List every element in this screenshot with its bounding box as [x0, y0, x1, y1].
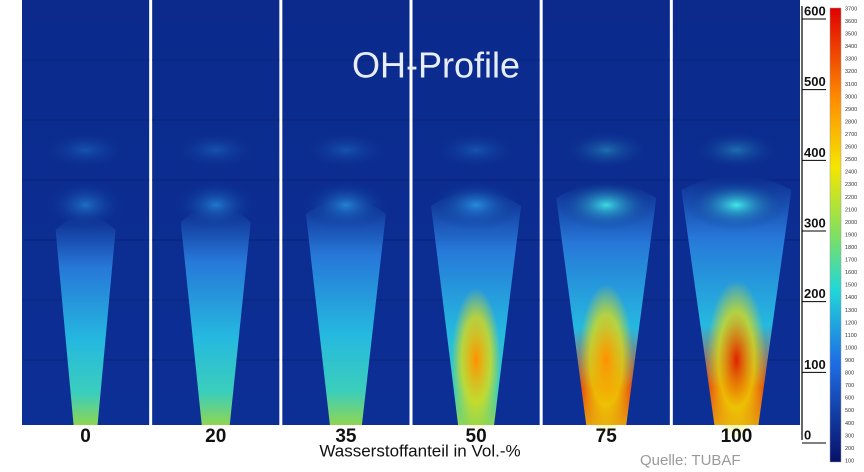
colorbar-tick-label: 3200 — [845, 69, 857, 75]
oh-cloud — [558, 180, 655, 230]
oh-cloud — [691, 130, 782, 170]
colorbar-tick-label: 1600 — [845, 270, 857, 276]
colorbar-tick-label: 900 — [845, 358, 854, 364]
flame — [305, 199, 386, 425]
colorbar-tick-label: 3100 — [845, 82, 857, 88]
flame-core — [706, 280, 767, 440]
panel-label: 35 — [335, 426, 357, 447]
height-tick-label: 0 — [804, 427, 811, 442]
colorbar-tick-label: 2300 — [845, 182, 857, 188]
colorbar-tick-label: 100 — [845, 458, 854, 464]
oh-cloud — [300, 130, 391, 170]
colorbar-tick-label: 3300 — [845, 57, 857, 63]
height-tick-label: 200 — [804, 286, 826, 301]
colorbar-tick-label: 1300 — [845, 308, 857, 314]
colorbar-tick-label: 2500 — [845, 157, 857, 163]
height-tick-label: 500 — [804, 74, 826, 89]
oh-cloud — [301, 180, 390, 230]
colorbar-tick-label: 400 — [845, 421, 854, 427]
colorbar-tick-label: 500 — [845, 408, 854, 414]
panel-label: 0 — [80, 426, 91, 447]
colorbar-tick-label: 2800 — [845, 119, 857, 125]
colorbar-tick-label: 2200 — [845, 195, 857, 201]
colorbar-tick-label: 2000 — [845, 220, 857, 226]
colorbar-tick-label: 2900 — [845, 107, 857, 113]
flame-core — [579, 284, 634, 436]
colorbar-tick-label: 600 — [845, 396, 854, 402]
colorbar-tick-label: 1200 — [845, 320, 857, 326]
panel-label: 20 — [205, 426, 226, 447]
colorbar-tick-label: 300 — [845, 433, 854, 439]
colorbar-tick-label: 2600 — [845, 145, 857, 151]
colorbar-tick-label: 2700 — [845, 132, 857, 138]
height-tick-label: 300 — [804, 215, 826, 230]
colorbar-tick-label: 1000 — [845, 345, 857, 351]
colorbar-tick-label: 1500 — [845, 283, 857, 289]
panel-label: 75 — [596, 426, 618, 447]
flame-core — [451, 288, 501, 432]
colorbar-tick-label: 1700 — [845, 258, 857, 264]
colorbar-tick-label: 1800 — [845, 245, 857, 251]
height-tick-label: 400 — [804, 145, 826, 160]
oh-cloud — [173, 180, 258, 230]
colorbar-tick-label: 2100 — [845, 207, 857, 213]
colorbar-tick-label: 3500 — [845, 32, 857, 38]
colorbar-tick-label: 800 — [845, 371, 854, 377]
colorbar-tick-label: 3000 — [845, 94, 857, 100]
oh-cloud — [430, 180, 523, 230]
panel-label: 50 — [466, 426, 487, 447]
colorbar-tick-label: 1900 — [845, 232, 857, 238]
oh-cloud — [431, 130, 522, 170]
panel-label: 100 — [721, 426, 753, 447]
x-axis-label: Wasserstoffanteil in Vol.-% — [319, 441, 520, 460]
colorbar-tick-label: 1100 — [845, 333, 857, 339]
height-tick-label: 600 — [804, 3, 826, 18]
colorbar — [829, 7, 842, 463]
colorbar-tick-label: 3400 — [845, 44, 857, 50]
colorbar-tick-label: 700 — [845, 383, 854, 389]
flame — [180, 207, 251, 425]
height-tick-label: 100 — [804, 357, 826, 372]
colorbar-tick-label: 1400 — [845, 295, 857, 301]
oh-cloud — [40, 130, 131, 170]
colorbar-tick-label: 2400 — [845, 170, 857, 176]
oh-cloud — [170, 130, 261, 170]
oh-cloud — [686, 180, 787, 230]
title: OH-Profile — [352, 45, 520, 86]
oh-cloud — [561, 130, 652, 170]
source: Quelle: TUBAF — [640, 452, 741, 469]
colorbar-tick-label: 200 — [845, 446, 854, 452]
colorbar-tick-label: 3700 — [845, 6, 857, 12]
colorbar-tick-label: 3600 — [845, 19, 857, 25]
panels — [22, 0, 800, 440]
flame — [55, 215, 116, 425]
oh-cloud — [45, 180, 126, 230]
